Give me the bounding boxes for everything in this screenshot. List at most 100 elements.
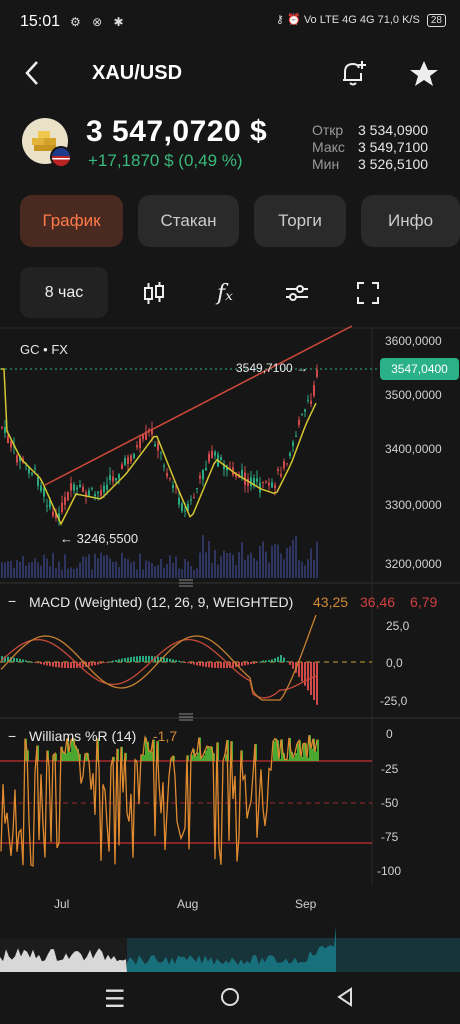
- macd-bar: [286, 661, 288, 663]
- overbought-segment: [173, 756, 175, 761]
- trend-line[interactable]: [44, 325, 353, 486]
- favorite-button[interactable]: [408, 58, 440, 90]
- overbought-segment: [143, 754, 145, 761]
- fullscreen-button[interactable]: [353, 278, 383, 308]
- indicators-button[interactable]: 𝑓ₓ: [210, 278, 240, 308]
- home-circle-icon: [221, 988, 239, 1006]
- tab-chart[interactable]: График: [20, 195, 123, 247]
- macd-bar: [157, 656, 159, 662]
- interval-selector[interactable]: 8 час: [20, 267, 108, 318]
- chart-type-button[interactable]: [139, 278, 169, 308]
- macd-bar: [115, 660, 117, 662]
- volume-bar: [286, 547, 288, 578]
- volume-bar: [313, 559, 315, 578]
- williams-y-tick: -50: [381, 796, 399, 810]
- volume-bar: [226, 553, 228, 578]
- volume-bar: [97, 558, 99, 578]
- volume-bar: [19, 561, 21, 578]
- volume-bar: [40, 565, 42, 578]
- usd-flag-icon: [50, 146, 72, 168]
- volume-bar: [52, 552, 54, 578]
- y-tick: 3300,0000: [385, 498, 442, 512]
- overbought-segment: [205, 750, 207, 761]
- candle-body: [136, 445, 138, 448]
- volume-bar: [154, 566, 156, 578]
- system-back-button[interactable]: [334, 985, 356, 1016]
- overbought-segment: [301, 756, 303, 761]
- candle-body: [247, 478, 249, 486]
- add-alert-button[interactable]: [338, 58, 370, 90]
- macd-bar: [217, 662, 219, 669]
- overbought-segment: [213, 753, 215, 761]
- candle-body: [94, 493, 96, 497]
- volume-bar: [4, 562, 6, 578]
- tab-trades[interactable]: Торги: [254, 195, 346, 247]
- macd-bar: [70, 662, 72, 669]
- macd-collapse-button[interactable]: −: [8, 593, 17, 609]
- moving-average-line: [1, 368, 317, 526]
- network-speed: 71,0 K/S: [377, 14, 420, 26]
- overbought-segment: [231, 741, 233, 761]
- candle-body: [301, 414, 303, 416]
- overbought-segment: [285, 759, 287, 761]
- macd-bar: [268, 660, 270, 662]
- macd-bar: [46, 662, 48, 666]
- y-tick: 3200,0000: [385, 557, 442, 571]
- panel-resize-handle[interactable]: [179, 713, 193, 721]
- home-button[interactable]: [218, 985, 242, 1016]
- volume-bar: [25, 565, 27, 578]
- candle-body: [226, 466, 228, 471]
- candle-body: [277, 469, 279, 471]
- williams-collapse-button[interactable]: −: [8, 728, 17, 744]
- macd-bar: [178, 660, 180, 662]
- price-chart[interactable]: [0, 0, 460, 980]
- volume-bar: [304, 565, 306, 578]
- macd-bar: [271, 659, 273, 662]
- volume-bar: [241, 542, 243, 578]
- macd-hist-value: 6,79: [410, 594, 438, 610]
- candle-body: [19, 455, 21, 462]
- macd-bar: [37, 662, 39, 664]
- tab-orderbook[interactable]: Стакан: [138, 195, 239, 247]
- macd-bar: [79, 662, 81, 668]
- bell-plus-icon: [343, 61, 366, 86]
- macd-bar: [97, 662, 99, 665]
- overbought-segment: [147, 741, 149, 761]
- macd-bar: [103, 662, 105, 664]
- candle-body: [289, 452, 291, 457]
- candle-body: [304, 409, 306, 412]
- volume-bar: [31, 561, 33, 578]
- volume-bar: [145, 560, 147, 578]
- overbought-segment: [171, 758, 173, 761]
- macd-bar: [289, 662, 291, 665]
- macd-bar: [226, 662, 228, 668]
- chart-settings-button[interactable]: [282, 278, 312, 308]
- stat-low: Мин 3 526,5100: [312, 156, 429, 172]
- volume-bar: [214, 549, 216, 578]
- overbought-segment: [53, 755, 55, 761]
- macd-bar: [148, 655, 150, 662]
- candle-body: [91, 488, 93, 490]
- overbought-segment: [65, 753, 67, 761]
- volume-bar: [238, 552, 240, 578]
- macd-bar: [256, 662, 258, 663]
- tab-info[interactable]: Инфо: [361, 195, 460, 247]
- macd-bar: [298, 662, 300, 677]
- volume-bar: [106, 555, 108, 578]
- macd-bar: [94, 662, 96, 666]
- volume-bar: [229, 552, 231, 578]
- overbought-segment: [63, 751, 65, 761]
- macd-bar: [265, 660, 267, 662]
- panel-resize-handle[interactable]: [179, 579, 193, 587]
- volume-bar: [112, 562, 114, 578]
- recent-apps-button[interactable]: ☰: [104, 985, 126, 1014]
- volume-bar: [277, 544, 279, 578]
- volume-bar: [13, 567, 15, 578]
- volume-bar: [115, 561, 117, 578]
- volume-bar: [172, 563, 174, 578]
- candle-body: [88, 490, 90, 496]
- macd-bar: [82, 662, 84, 668]
- candle-body: [268, 482, 270, 486]
- volume-bar: [271, 545, 273, 578]
- back-button[interactable]: [22, 58, 52, 92]
